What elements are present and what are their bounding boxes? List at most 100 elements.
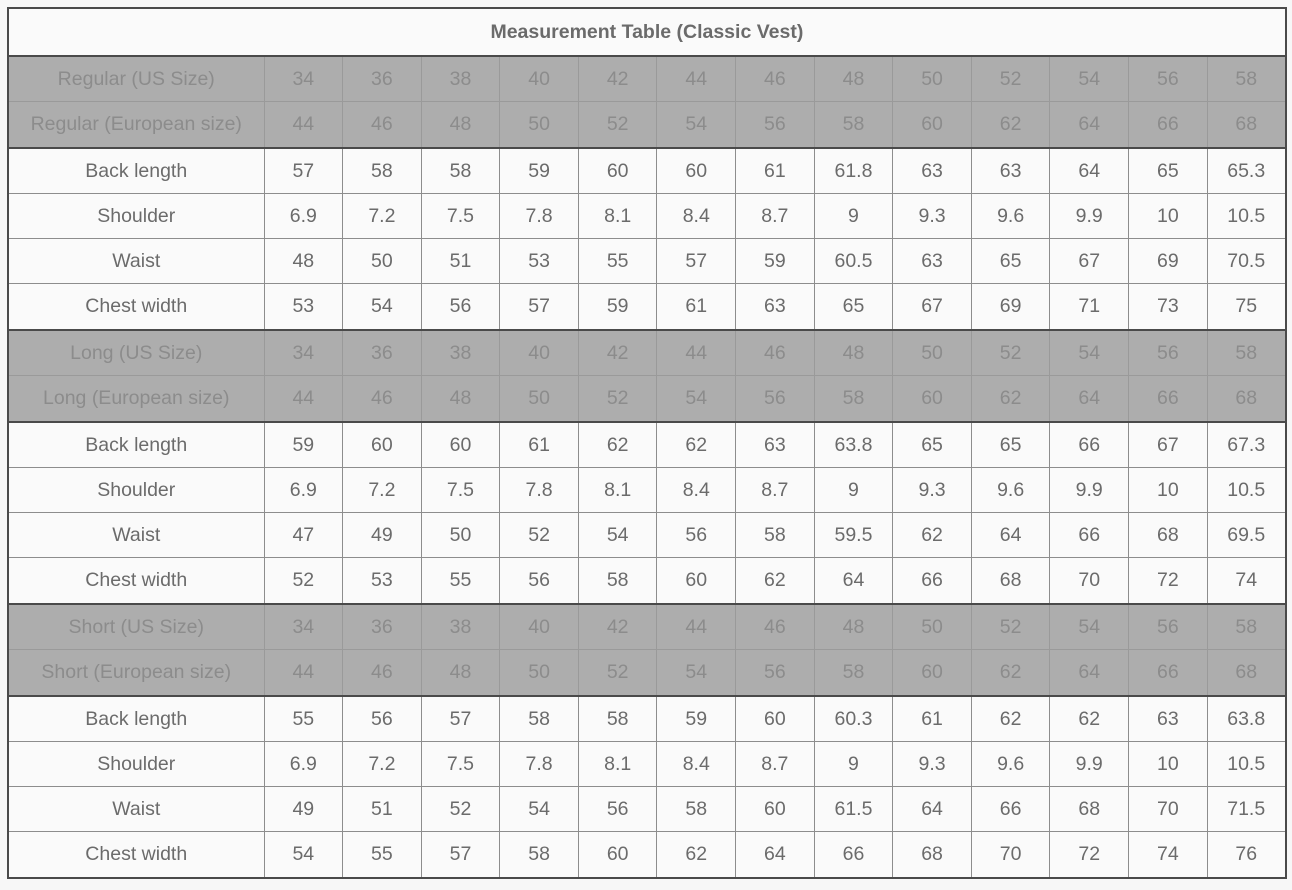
size-cell-us-short-4: 42 bbox=[577, 602, 658, 651]
cell-regular-back-length-1: 58 bbox=[342, 147, 422, 195]
cell-long-back-length-10: 66 bbox=[1049, 421, 1130, 469]
row-label-short-waist: Waist bbox=[7, 786, 265, 833]
cell-long-shoulder-10: 9.9 bbox=[1049, 467, 1130, 514]
cell-short-shoulder-5: 8.4 bbox=[656, 741, 737, 788]
cell-regular-waist-12: 70.5 bbox=[1206, 238, 1287, 285]
cell-long-waist-5: 56 bbox=[656, 512, 737, 559]
cell-short-back-length-11: 63 bbox=[1128, 695, 1208, 743]
size-cell-us-long-12: 58 bbox=[1206, 328, 1287, 377]
cell-long-shoulder-0: 6.9 bbox=[263, 467, 344, 514]
cell-regular-waist-8: 63 bbox=[892, 238, 972, 285]
cell-regular-shoulder-7: 9 bbox=[813, 193, 894, 240]
cell-short-chest-width-10: 72 bbox=[1049, 831, 1130, 879]
cell-regular-shoulder-11: 10 bbox=[1128, 193, 1208, 240]
cell-short-waist-3: 54 bbox=[499, 786, 579, 833]
cell-short-waist-7: 61.5 bbox=[813, 786, 894, 833]
size-cell-us-short-2: 38 bbox=[420, 602, 501, 651]
cell-short-chest-width-8: 68 bbox=[892, 831, 972, 879]
size-cell-eu-short-4: 52 bbox=[577, 649, 658, 697]
cell-long-shoulder-2: 7.5 bbox=[420, 467, 501, 514]
cell-regular-back-length-3: 59 bbox=[499, 147, 579, 195]
row-label-regular-shoulder: Shoulder bbox=[7, 193, 265, 240]
cell-short-chest-width-2: 57 bbox=[420, 831, 501, 879]
row-label-regular-chest-width: Chest width bbox=[7, 283, 265, 331]
size-cell-us-regular-12: 58 bbox=[1206, 55, 1287, 103]
size-cell-us-regular-7: 48 bbox=[813, 55, 894, 103]
measurement-table-container: Measurement Table (Classic Vest) Regular … bbox=[7, 7, 1287, 879]
table-row: Shoulder 6.9 7.2 7.5 7.8 8.1 8.4 8.7 9 9.3 9.6 9.9 1… bbox=[7, 467, 1287, 514]
row-label-short-shoulder: Shoulder bbox=[7, 741, 265, 788]
cell-short-shoulder-1: 7.2 bbox=[342, 741, 422, 788]
cell-regular-shoulder-12: 10.5 bbox=[1206, 193, 1287, 240]
cell-regular-back-length-5: 60 bbox=[656, 147, 737, 195]
cell-long-chest-width-12: 74 bbox=[1206, 557, 1287, 605]
cell-long-back-length-1: 60 bbox=[342, 421, 422, 469]
size-cell-eu-short-6: 56 bbox=[735, 649, 815, 697]
cell-long-back-length-8: 65 bbox=[892, 421, 972, 469]
size-cell-us-short-3: 40 bbox=[499, 602, 579, 651]
cell-long-chest-width-9: 68 bbox=[970, 557, 1051, 605]
cell-long-waist-6: 58 bbox=[735, 512, 815, 559]
size-cell-eu-long-11: 66 bbox=[1128, 375, 1208, 423]
size-cell-us-regular-0: 34 bbox=[263, 55, 344, 103]
cell-regular-back-length-11: 65 bbox=[1128, 147, 1208, 195]
cell-long-back-length-4: 62 bbox=[577, 421, 658, 469]
cell-long-shoulder-3: 7.8 bbox=[499, 467, 579, 514]
cell-short-shoulder-2: 7.5 bbox=[420, 741, 501, 788]
table-row: Waist 49 51 52 54 56 58 60 61.5 64 66 68 70 71.5 bbox=[7, 786, 1287, 833]
size-cell-us-long-0: 34 bbox=[263, 328, 344, 377]
row-label-regular-eu: Regular (European size) bbox=[7, 101, 265, 149]
size-cell-us-regular-10: 54 bbox=[1049, 55, 1130, 103]
cell-long-waist-10: 66 bbox=[1049, 512, 1130, 559]
cell-regular-chest-width-6: 63 bbox=[735, 283, 815, 331]
cell-short-back-length-0: 55 bbox=[263, 695, 344, 743]
table-row: Shoulder 6.9 7.2 7.5 7.8 8.1 8.4 8.7 9 9.3 9.6 9.9 1… bbox=[7, 193, 1287, 240]
row-label-long-shoulder: Shoulder bbox=[7, 467, 265, 514]
cell-short-waist-0: 49 bbox=[263, 786, 344, 833]
cell-long-shoulder-9: 9.6 bbox=[970, 467, 1051, 514]
row-label-regular-back-length: Back length bbox=[7, 147, 265, 195]
cell-short-shoulder-7: 9 bbox=[813, 741, 894, 788]
row-label-long-eu: Long (European size) bbox=[7, 375, 265, 423]
cell-short-shoulder-4: 8.1 bbox=[577, 741, 658, 788]
cell-long-back-length-7: 63.8 bbox=[813, 421, 894, 469]
table-row: Chest width 53 54 56 57 59 61 63 65 67 69 71 73 75 bbox=[7, 283, 1287, 331]
size-header-row-eu-short: Short (European size) 44 46 48 50 52 54 56 58 60 6… bbox=[7, 649, 1287, 697]
size-header-row-us-regular: Regular (US Size) 34 36 38 40 42 44 46 48 50 52 54 5… bbox=[7, 55, 1287, 103]
size-cell-eu-regular-1: 46 bbox=[342, 101, 422, 149]
cell-regular-waist-4: 55 bbox=[577, 238, 658, 285]
cell-long-back-length-6: 63 bbox=[735, 421, 815, 469]
cell-short-waist-4: 56 bbox=[577, 786, 658, 833]
size-cell-us-long-9: 52 bbox=[970, 328, 1051, 377]
cell-regular-back-length-8: 63 bbox=[892, 147, 972, 195]
size-cell-us-long-1: 36 bbox=[342, 328, 422, 377]
size-cell-us-short-7: 48 bbox=[813, 602, 894, 651]
cell-regular-shoulder-10: 9.9 bbox=[1049, 193, 1130, 240]
size-header-row-us-long: Long (US Size) 34 36 38 40 42 44 46 48 50 52 54 56 58 bbox=[7, 328, 1287, 377]
size-cell-eu-regular-2: 48 bbox=[420, 101, 501, 149]
cell-short-back-length-9: 62 bbox=[970, 695, 1051, 743]
cell-short-chest-width-0: 54 bbox=[263, 831, 344, 879]
cell-short-chest-width-7: 66 bbox=[813, 831, 894, 879]
cell-short-shoulder-10: 9.9 bbox=[1049, 741, 1130, 788]
cell-long-chest-width-8: 66 bbox=[892, 557, 972, 605]
cell-long-chest-width-6: 62 bbox=[735, 557, 815, 605]
cell-regular-back-length-4: 60 bbox=[577, 147, 658, 195]
cell-long-shoulder-8: 9.3 bbox=[892, 467, 972, 514]
row-label-short-back-length: Back length bbox=[7, 695, 265, 743]
size-cell-eu-long-5: 54 bbox=[656, 375, 737, 423]
cell-short-waist-11: 70 bbox=[1128, 786, 1208, 833]
cell-short-back-length-2: 57 bbox=[420, 695, 501, 743]
cell-short-chest-width-12: 76 bbox=[1206, 831, 1287, 879]
size-cell-us-long-11: 56 bbox=[1128, 328, 1208, 377]
size-cell-eu-long-9: 62 bbox=[970, 375, 1051, 423]
table-row: Shoulder 6.9 7.2 7.5 7.8 8.1 8.4 8.7 9 9.3 9.6 9.9 1… bbox=[7, 741, 1287, 788]
cell-long-shoulder-12: 10.5 bbox=[1206, 467, 1287, 514]
cell-long-back-length-0: 59 bbox=[263, 421, 344, 469]
measurement-table: Measurement Table (Classic Vest) Regular … bbox=[7, 7, 1287, 879]
cell-short-chest-width-6: 64 bbox=[735, 831, 815, 879]
row-label-long-chest-width: Chest width bbox=[7, 557, 265, 605]
cell-regular-shoulder-8: 9.3 bbox=[892, 193, 972, 240]
cell-short-shoulder-8: 9.3 bbox=[892, 741, 972, 788]
cell-regular-shoulder-3: 7.8 bbox=[499, 193, 579, 240]
